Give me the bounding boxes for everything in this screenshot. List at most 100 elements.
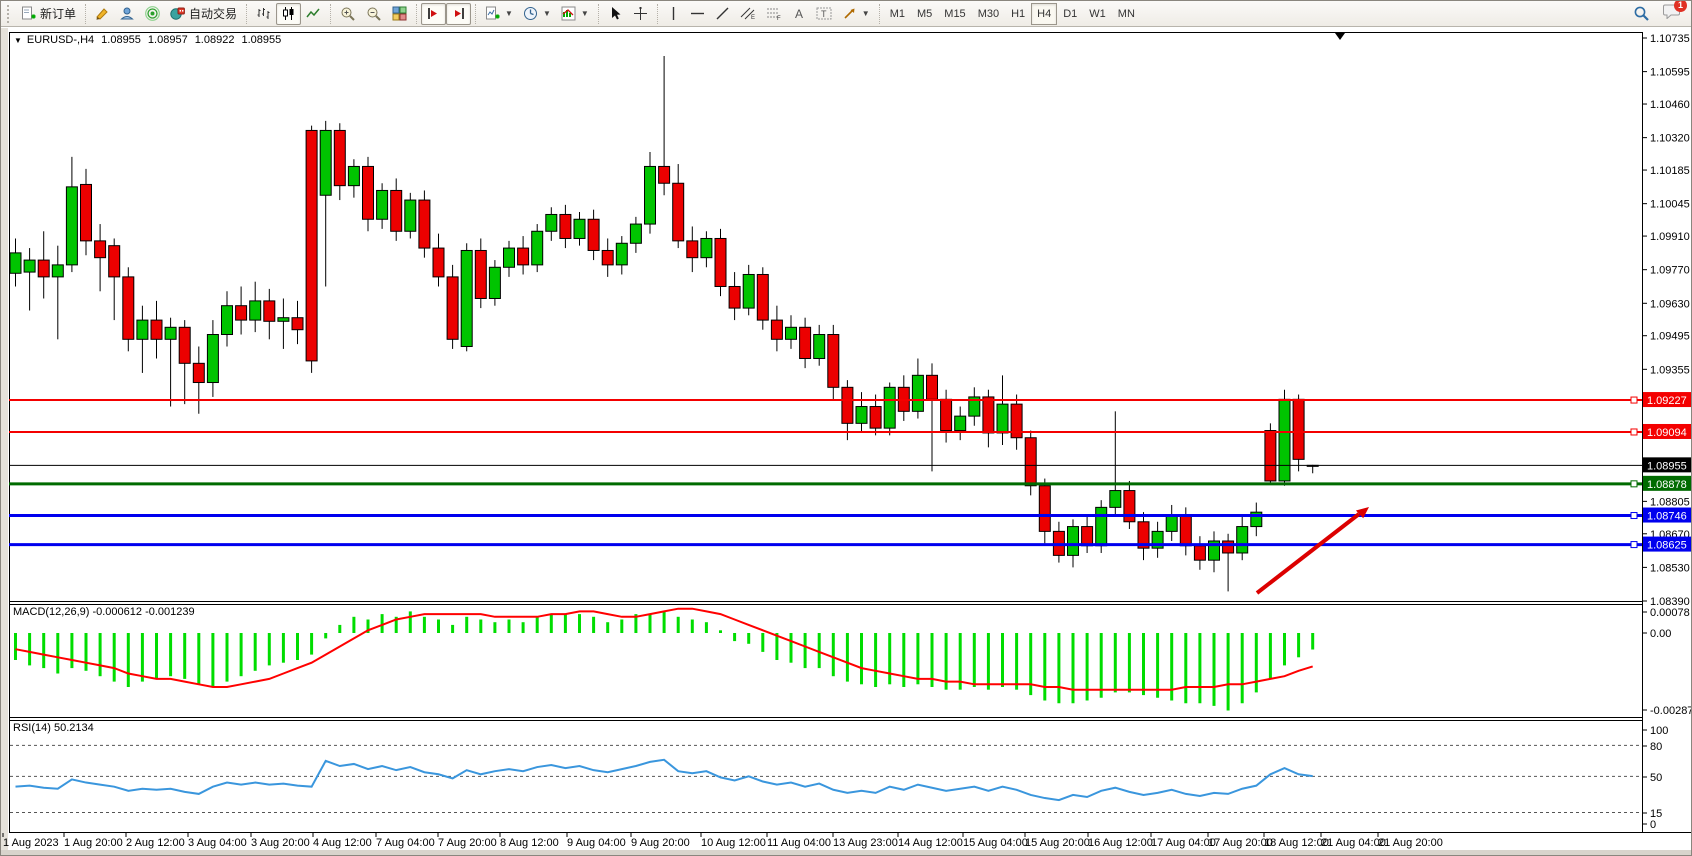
periods-button[interactable]: ▼	[518, 3, 556, 25]
trend-arrow-head	[1355, 507, 1369, 519]
candle-bullish	[1067, 526, 1079, 556]
chart-shift-icon	[451, 6, 466, 21]
axis-top-border	[9, 832, 1691, 833]
toolbar-separator	[85, 3, 87, 24]
dropdown-caret-icon: ▼	[505, 9, 513, 18]
candle-bearish	[1222, 540, 1235, 554]
chart-symbol-period: EURUSD-,H4	[26, 34, 95, 46]
line-chart-button[interactable]	[301, 3, 326, 25]
candle-bearish	[940, 398, 953, 432]
time-label: 18 Aug 12:00	[1264, 837, 1329, 849]
candlestick-chart-icon	[281, 6, 296, 21]
equidistant-channel-tool-button[interactable]: E	[735, 3, 761, 25]
candle-bullish	[954, 415, 967, 432]
community-button[interactable]	[115, 3, 140, 25]
text-label-icon: T	[816, 6, 832, 21]
timeframe-button-h4[interactable]: H4	[1031, 2, 1058, 25]
candle-bearish	[714, 237, 727, 287]
candle-bullish	[347, 165, 360, 187]
cursor-icon	[608, 6, 623, 21]
candle-bullish	[531, 230, 544, 266]
timeframe-button-m1[interactable]: M1	[884, 3, 911, 25]
candle-bullish	[136, 319, 149, 340]
main-bottom-border[interactable]	[9, 601, 1642, 602]
timeframe-button-m5[interactable]: M5	[911, 3, 938, 25]
zoom-out-button[interactable]	[361, 3, 387, 25]
price-tick-label: 1.10460	[1650, 99, 1690, 111]
notifications-button[interactable]: 1	[1663, 1, 1687, 24]
line-handle[interactable]	[1630, 480, 1638, 488]
trendline-tool-button[interactable]	[710, 3, 735, 25]
candle-bearish	[728, 285, 741, 309]
time-label: 13 Aug 23:00	[833, 837, 898, 849]
candle-bearish	[291, 317, 304, 331]
rsi-line	[15, 758, 1313, 802]
indicators-button[interactable]: ▼	[556, 3, 594, 25]
timeframe-button-mn[interactable]: MN	[1112, 3, 1141, 25]
crosshair-tool-button[interactable]	[628, 3, 653, 25]
price-badge	[1643, 536, 1691, 552]
line-handle[interactable]	[1630, 428, 1638, 436]
bar-chart-icon	[256, 6, 271, 21]
candle-bullish	[700, 237, 713, 259]
candle-bullish	[813, 334, 826, 360]
chart-shift-button[interactable]	[446, 2, 472, 25]
rsi-tick-label: 15	[1650, 808, 1662, 820]
timeframe-button-h1[interactable]: H1	[1005, 3, 1031, 25]
candle-bullish	[1151, 530, 1164, 549]
timeframe-button-w1[interactable]: W1	[1083, 3, 1112, 25]
candle-bullish	[911, 374, 924, 412]
candle-bearish	[122, 276, 135, 340]
bar-chart-button[interactable]	[251, 3, 276, 25]
trendline-icon	[715, 6, 730, 21]
arrow-objects-icon	[842, 6, 857, 21]
candle-bullish	[855, 406, 868, 424]
trend-arrow-annotation[interactable]	[1255, 512, 1361, 595]
macd-bottom-border[interactable]	[9, 717, 1642, 718]
text-tool-button[interactable]: A	[787, 3, 811, 25]
text-label-tool-button[interactable]: T	[811, 3, 837, 25]
vertical-line-tool-button[interactable]	[662, 3, 685, 25]
timeframe-button-m30[interactable]: M30	[972, 3, 1005, 25]
auto-trading-label: 自动交易	[189, 7, 238, 21]
time-label: 17 Aug 20:00	[1208, 837, 1273, 849]
auto-scroll-button[interactable]	[421, 2, 447, 25]
toolbar-grip[interactable]	[7, 4, 12, 23]
candle-bearish	[756, 273, 769, 321]
time-label: 17 Aug 04:00	[1151, 837, 1216, 849]
fibonacci-tool-button[interactable]: F	[761, 3, 787, 25]
candle-bullish	[460, 249, 473, 348]
candle-bullish	[376, 189, 389, 220]
arrows-tool-button[interactable]: ▼	[837, 3, 875, 25]
line-handle[interactable]	[1630, 396, 1638, 404]
auto-trading-icon	[170, 6, 185, 21]
candle-bearish	[770, 319, 783, 340]
chart-shift-marker[interactable]	[1335, 33, 1345, 40]
tile-windows-button[interactable]	[387, 3, 412, 25]
crosshair-icon	[633, 6, 648, 21]
candle-bullish	[249, 300, 262, 321]
horizontal-line-tool-button[interactable]	[685, 3, 710, 25]
timeframe-button-d1[interactable]: D1	[1057, 3, 1083, 25]
chart-menu-triangle-icon[interactable]: ▼	[14, 36, 22, 45]
search-button[interactable]	[1628, 3, 1655, 25]
candlestick-chart-button[interactable]	[276, 2, 302, 25]
candle-bearish	[672, 182, 685, 242]
ohlc-open: 1.08955	[101, 34, 141, 46]
candle-bullish	[488, 266, 501, 299]
zoom-in-button[interactable]	[335, 3, 361, 25]
chart-window-background	[1, 28, 1691, 855]
candle-bearish	[686, 240, 699, 259]
line-handle[interactable]	[1630, 512, 1638, 520]
candle-bullish	[1165, 514, 1178, 532]
time-label: 1 Aug 20:00	[64, 837, 123, 849]
signals-button[interactable]	[140, 3, 165, 25]
cursor-tool-button[interactable]	[603, 3, 628, 25]
timeframe-button-m15[interactable]: M15	[938, 3, 971, 25]
line-handle[interactable]	[1630, 541, 1638, 549]
new-order-button[interactable]: 新订单	[16, 3, 81, 25]
new-chart-button[interactable]: ▼	[480, 3, 518, 25]
metaeditor-button[interactable]	[90, 3, 115, 25]
auto-trading-button[interactable]: 自动交易	[165, 3, 242, 25]
